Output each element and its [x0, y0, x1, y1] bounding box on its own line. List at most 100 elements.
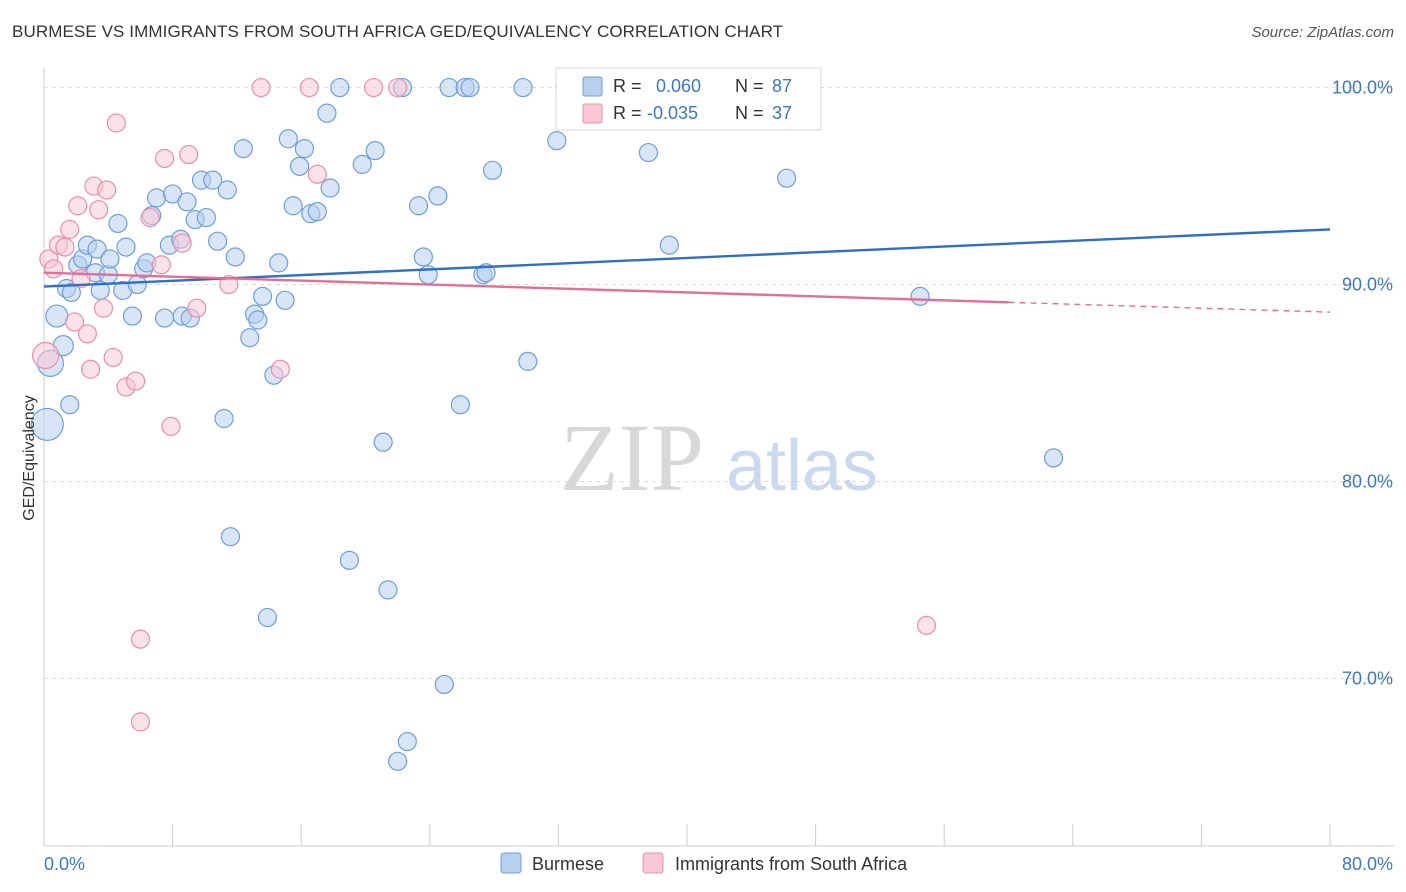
burmese-trend-line [43, 228, 1331, 288]
legend-box: R = 0.060 N = 87 R = -0.035 N = 37 [555, 67, 822, 131]
south-africa-point [126, 371, 146, 391]
legend-n-label: N = [735, 103, 764, 123]
south-africa-point [64, 312, 85, 332]
burmese-point [547, 131, 567, 151]
legend-r-label: R = [613, 103, 642, 123]
burmese-point [352, 154, 372, 174]
burmese-point [450, 395, 470, 415]
burmese-point [397, 731, 417, 752]
burmese-point [388, 751, 408, 771]
series-label-south-africa: Immigrants from South Africa [675, 854, 908, 874]
south-africa-point [270, 359, 290, 379]
burmese-point [408, 196, 429, 216]
burmese-point [257, 607, 278, 628]
burmese-point [482, 160, 503, 180]
burmese-point [428, 186, 448, 206]
south-africa-point [89, 200, 109, 220]
south-africa-point [32, 341, 60, 370]
burmese-point [177, 192, 197, 212]
burmese-point [317, 103, 337, 123]
burmese-point [240, 328, 260, 348]
burmese-point [253, 286, 273, 306]
south-africa-point [77, 324, 98, 344]
south-africa-point [251, 77, 271, 98]
burmese-point [154, 308, 175, 328]
x-tick-labels: 0.0% 80.0% [44, 854, 1393, 874]
burmese-point [269, 253, 289, 273]
burmese-point [196, 207, 216, 228]
y-tick-label: 100.0% [1332, 78, 1393, 98]
watermark-zip: ZIP [560, 404, 704, 511]
scatter-points [30, 77, 1064, 771]
y-tick-label: 80.0% [1342, 472, 1393, 492]
south-africa-point [68, 196, 88, 216]
y-tick-labels: 100.0% 90.0% 80.0% 70.0% [1332, 78, 1393, 689]
burmese-point [30, 407, 64, 442]
south-africa-trend-line [43, 271, 1009, 304]
burmese-point [910, 286, 930, 306]
south-africa-point [299, 77, 319, 98]
chart-title: BURMESE VS IMMIGRANTS FROM SOUTH AFRICA … [12, 22, 784, 41]
series-label-burmese: Burmese [532, 854, 604, 874]
burmese-point [339, 550, 360, 570]
burmese-point [513, 77, 533, 98]
south-africa-point [219, 274, 239, 295]
legend-n-label: N = [735, 76, 764, 96]
burmese-point [108, 213, 128, 234]
x-tick-label: 0.0% [44, 854, 85, 874]
south-africa-point [154, 148, 175, 169]
south-africa-point [388, 77, 408, 98]
burmese-point [116, 237, 136, 257]
burmese-point [283, 196, 303, 216]
burmese-point [60, 395, 80, 415]
south-africa-point [363, 77, 384, 98]
burmese-point [203, 170, 223, 190]
legend-n-value: 37 [772, 103, 792, 123]
chart-source: Source: ZipAtlas.com [1251, 24, 1394, 41]
burmese-point [289, 156, 310, 176]
legend-n-value: 87 [772, 76, 792, 96]
south-africa-point [140, 207, 160, 228]
series-swatch-burmese [500, 852, 522, 874]
y-axis-label: GED/Equivalency [21, 395, 38, 520]
south-africa-point [60, 219, 80, 239]
burmese-point [45, 304, 69, 328]
burmese-point [248, 310, 268, 330]
burmese-point [373, 432, 393, 452]
burmese-point [460, 77, 480, 98]
south-africa-point [97, 180, 117, 200]
burmese-point [320, 178, 340, 198]
south-africa-point [106, 113, 126, 133]
burmese-point [146, 188, 167, 208]
burmese-point [225, 247, 245, 267]
burmese-point [122, 306, 143, 326]
south-africa-point [172, 233, 192, 253]
south-africa-point [179, 144, 199, 165]
burmese-point [278, 129, 298, 149]
burmese-point [439, 77, 459, 98]
legend-swatch-burmese [582, 76, 603, 97]
y-tick-label: 90.0% [1342, 275, 1393, 295]
burmese-point [518, 351, 538, 371]
south-africa-point [161, 416, 181, 436]
south-africa-point [307, 164, 327, 184]
series-swatch-south-africa [642, 852, 664, 874]
burmese-point [1043, 448, 1064, 468]
burmese-point [217, 180, 237, 200]
south-africa-point [916, 615, 937, 635]
legend-r-value: 0.060 [656, 76, 701, 96]
burmese-point [100, 249, 120, 269]
burmese-point [61, 282, 81, 303]
burmese-point [87, 239, 107, 259]
x-tick-label: 80.0% [1342, 854, 1393, 874]
south-africa-point [130, 712, 151, 732]
burmese-point [214, 408, 234, 429]
burmese-point [275, 290, 295, 310]
watermark: ZIP atlas [560, 404, 878, 511]
burmese-point [307, 202, 327, 222]
y-tick-label: 70.0% [1342, 669, 1393, 689]
south-africa-point [81, 359, 101, 379]
trend-lines [43, 228, 1331, 313]
gridlines [44, 87, 1394, 680]
